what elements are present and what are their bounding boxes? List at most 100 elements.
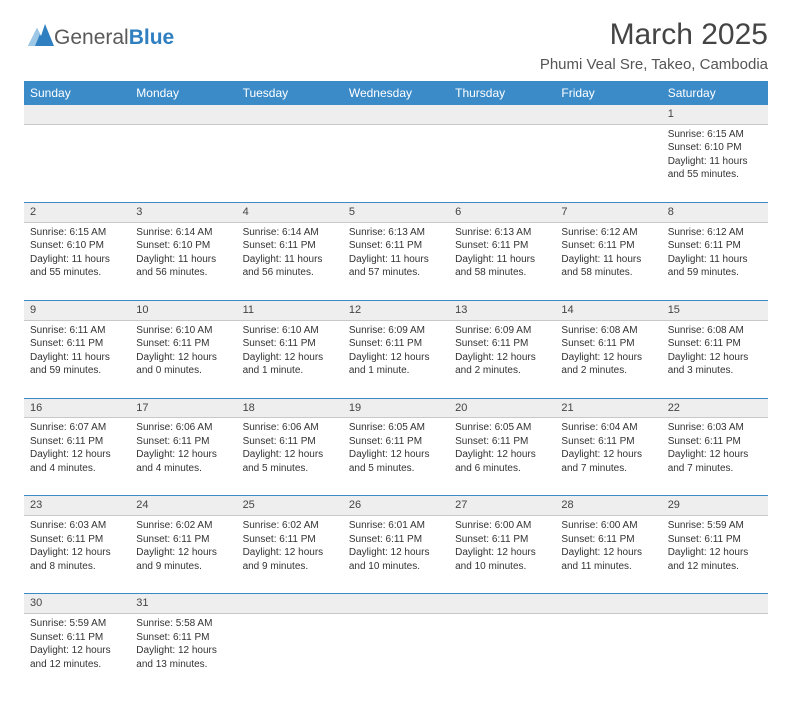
day-line: Sunrise: 6:03 AM — [668, 421, 762, 435]
day-number: 6 — [449, 202, 555, 222]
day-cell — [449, 614, 555, 692]
day-cell — [237, 614, 343, 692]
day-line: Sunset: 6:11 PM — [668, 239, 762, 253]
day-line: and 12 minutes. — [30, 658, 124, 672]
day-line: Daylight: 12 hours — [136, 351, 230, 365]
day-line: Daylight: 12 hours — [668, 546, 762, 560]
day-number: 17 — [130, 398, 236, 418]
day-line: and 6 minutes. — [455, 462, 549, 476]
day-line: Sunrise: 6:15 AM — [668, 128, 762, 142]
day-line: Sunrise: 6:12 AM — [561, 226, 655, 240]
day-cell: Sunrise: 6:03 AMSunset: 6:11 PMDaylight:… — [662, 418, 768, 496]
day-number — [555, 594, 661, 614]
day-number: 23 — [24, 496, 130, 516]
day-line: Sunrise: 5:58 AM — [136, 617, 230, 631]
day-line: Sunset: 6:11 PM — [349, 337, 443, 351]
day-line: Sunrise: 6:03 AM — [30, 519, 124, 533]
page-title: March 2025 — [540, 18, 768, 52]
day-line: Sunset: 6:11 PM — [561, 337, 655, 351]
logo-icon — [28, 24, 54, 51]
day-number: 22 — [662, 398, 768, 418]
daynum-row: 9101112131415 — [24, 300, 768, 320]
day-line: Sunrise: 6:08 AM — [561, 324, 655, 338]
day-number: 1 — [662, 105, 768, 124]
day-line: Daylight: 12 hours — [668, 448, 762, 462]
location: Phumi Veal Sre, Takeo, Cambodia — [540, 56, 768, 73]
day-line: and 59 minutes. — [668, 266, 762, 280]
day-cell — [343, 614, 449, 692]
header: GeneralBlue March 2025 Phumi Veal Sre, T… — [24, 18, 768, 73]
day-line: Sunset: 6:11 PM — [136, 435, 230, 449]
day-number: 29 — [662, 496, 768, 516]
day-cell: Sunrise: 6:06 AMSunset: 6:11 PMDaylight:… — [130, 418, 236, 496]
content-row: Sunrise: 6:03 AM Sunset: 6:11 PM Daylight:… — [24, 516, 768, 594]
day-line: Sunrise: 6:04 AM — [561, 421, 655, 435]
daynum-row: 23242526272829 — [24, 496, 768, 516]
day-number: 4 — [237, 202, 343, 222]
day-line: Sunset: 6:11 PM — [455, 239, 549, 253]
daynum-row: 2345678 — [24, 202, 768, 222]
day-line: Sunrise: 6:09 AM — [455, 324, 549, 338]
day-cell: Sunrise: 6:14 AMSunset: 6:10 PMDaylight:… — [130, 222, 236, 300]
day-line: Daylight: 11 hours — [136, 253, 230, 267]
day-line: Sunset: 6:11 PM — [30, 631, 124, 645]
day-line: Sunset: 6:11 PM — [668, 337, 762, 351]
day-cell: Sunrise: 5:58 AMSunset: 6:11 PMDaylight:… — [130, 614, 236, 692]
day-line: Sunset: 6:11 PM — [349, 435, 443, 449]
day-cell: Sunrise: 6:05 AMSunset: 6:11 PMDaylight:… — [449, 418, 555, 496]
day-line: and 7 minutes. — [668, 462, 762, 476]
title-block: March 2025 Phumi Veal Sre, Takeo, Cambod… — [540, 18, 768, 73]
daynum-row: 3031 — [24, 594, 768, 614]
day-line: and 5 minutes. — [243, 462, 337, 476]
day-line: Sunset: 6:11 PM — [136, 533, 230, 547]
day-line: Sunrise: 6:05 AM — [349, 421, 443, 435]
day-line: Sunrise: 6:13 AM — [349, 226, 443, 240]
day-cell: Sunrise: 6:03 AMSunset: 6:11 PMDaylight:… — [24, 516, 130, 594]
day-cell: Sunrise: 6:04 AMSunset: 6:11 PMDaylight:… — [555, 418, 661, 496]
day-line: Sunrise: 6:07 AM — [30, 421, 124, 435]
day-line: Daylight: 12 hours — [243, 351, 337, 365]
day-line: and 1 minute. — [243, 364, 337, 378]
day-line: Sunset: 6:11 PM — [349, 533, 443, 547]
day-line: Daylight: 11 hours — [455, 253, 549, 267]
day-line: and 55 minutes. — [668, 168, 762, 182]
day-line: Sunset: 6:11 PM — [455, 337, 549, 351]
day-header: Monday — [130, 81, 236, 105]
day-line: and 56 minutes. — [136, 266, 230, 280]
day-line: Daylight: 12 hours — [349, 351, 443, 365]
day-line: Sunrise: 6:06 AM — [243, 421, 337, 435]
day-line: Sunrise: 6:00 AM — [561, 519, 655, 533]
day-line: and 55 minutes. — [30, 266, 124, 280]
day-line: Sunrise: 6:10 AM — [243, 324, 337, 338]
day-cell — [130, 124, 236, 202]
day-cell — [237, 124, 343, 202]
day-line: and 7 minutes. — [561, 462, 655, 476]
day-line: Sunset: 6:11 PM — [30, 337, 124, 351]
logo: GeneralBlue — [24, 24, 174, 51]
day-number: 8 — [662, 202, 768, 222]
day-line: and 5 minutes. — [349, 462, 443, 476]
day-line: and 0 minutes. — [136, 364, 230, 378]
day-line: Sunrise: 6:09 AM — [349, 324, 443, 338]
day-number — [555, 105, 661, 124]
day-line: Daylight: 12 hours — [455, 448, 549, 462]
day-line: Sunset: 6:11 PM — [668, 435, 762, 449]
day-number: 5 — [343, 202, 449, 222]
day-cell: Sunrise: 6:06 AMSunset: 6:11 PMDaylight:… — [237, 418, 343, 496]
logo-word2: Blue — [129, 26, 175, 49]
day-line: Sunrise: 6:01 AM — [349, 519, 443, 533]
day-cell: Sunrise: 6:05 AMSunset: 6:11 PMDaylight:… — [343, 418, 449, 496]
day-number — [24, 105, 130, 124]
day-line: and 11 minutes. — [561, 560, 655, 574]
day-line: Sunrise: 6:11 AM — [30, 324, 124, 338]
day-cell — [662, 614, 768, 692]
day-line: Daylight: 12 hours — [30, 448, 124, 462]
day-number: 12 — [343, 300, 449, 320]
day-line: Sunset: 6:11 PM — [455, 533, 549, 547]
day-cell: Sunrise: 6:13 AMSunset: 6:11 PMDaylight:… — [343, 222, 449, 300]
day-cell: Sunrise: 6:00 AMSunset: 6:11 PMDaylight:… — [555, 516, 661, 594]
day-cell: Sunrise: 5:59 AMSunset: 6:11 PMDaylight:… — [662, 516, 768, 594]
day-cell: Sunrise: 6:10 AMSunset: 6:11 PMDaylight:… — [237, 320, 343, 398]
day-line: Sunrise: 6:13 AM — [455, 226, 549, 240]
day-line: Sunrise: 6:15 AM — [30, 226, 124, 240]
